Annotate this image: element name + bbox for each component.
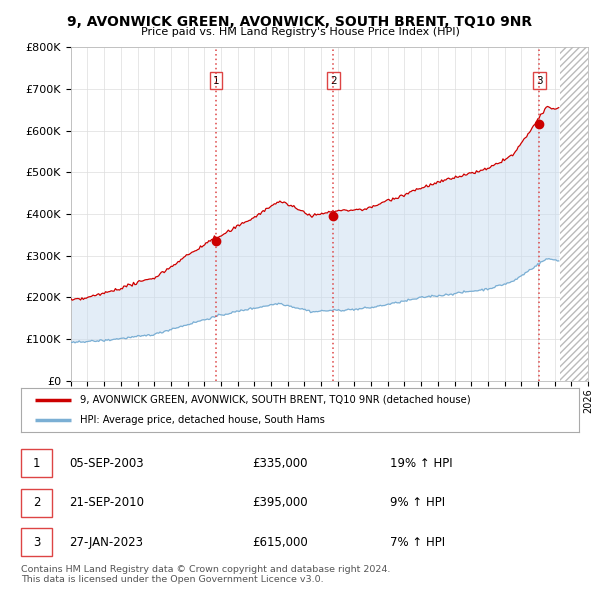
Text: 05-SEP-2003: 05-SEP-2003 [69, 457, 143, 470]
Text: 9% ↑ HPI: 9% ↑ HPI [390, 496, 445, 509]
Text: 19% ↑ HPI: 19% ↑ HPI [390, 457, 452, 470]
Text: £615,000: £615,000 [252, 536, 308, 549]
Text: 3: 3 [33, 536, 40, 549]
Text: Price paid vs. HM Land Registry's House Price Index (HPI): Price paid vs. HM Land Registry's House … [140, 27, 460, 37]
Text: 7% ↑ HPI: 7% ↑ HPI [390, 536, 445, 549]
Text: 27-JAN-2023: 27-JAN-2023 [69, 536, 143, 549]
Text: This data is licensed under the Open Government Licence v3.0.: This data is licensed under the Open Gov… [21, 575, 323, 584]
Text: 2: 2 [330, 76, 337, 86]
Text: £395,000: £395,000 [252, 496, 308, 509]
Bar [560, 47, 588, 381]
Text: 2: 2 [33, 496, 40, 509]
Text: 1: 1 [212, 76, 219, 86]
Text: 3: 3 [536, 76, 542, 86]
Text: 9, AVONWICK GREEN, AVONWICK, SOUTH BRENT, TQ10 9NR: 9, AVONWICK GREEN, AVONWICK, SOUTH BRENT… [67, 15, 533, 29]
Text: 1: 1 [33, 457, 40, 470]
Text: HPI: Average price, detached house, South Hams: HPI: Average price, detached house, Sout… [80, 415, 325, 425]
Text: £335,000: £335,000 [252, 457, 308, 470]
Text: Contains HM Land Registry data © Crown copyright and database right 2024.: Contains HM Land Registry data © Crown c… [21, 565, 391, 574]
Text: 21-SEP-2010: 21-SEP-2010 [69, 496, 144, 509]
Text: 9, AVONWICK GREEN, AVONWICK, SOUTH BRENT, TQ10 9NR (detached house): 9, AVONWICK GREEN, AVONWICK, SOUTH BRENT… [80, 395, 470, 405]
